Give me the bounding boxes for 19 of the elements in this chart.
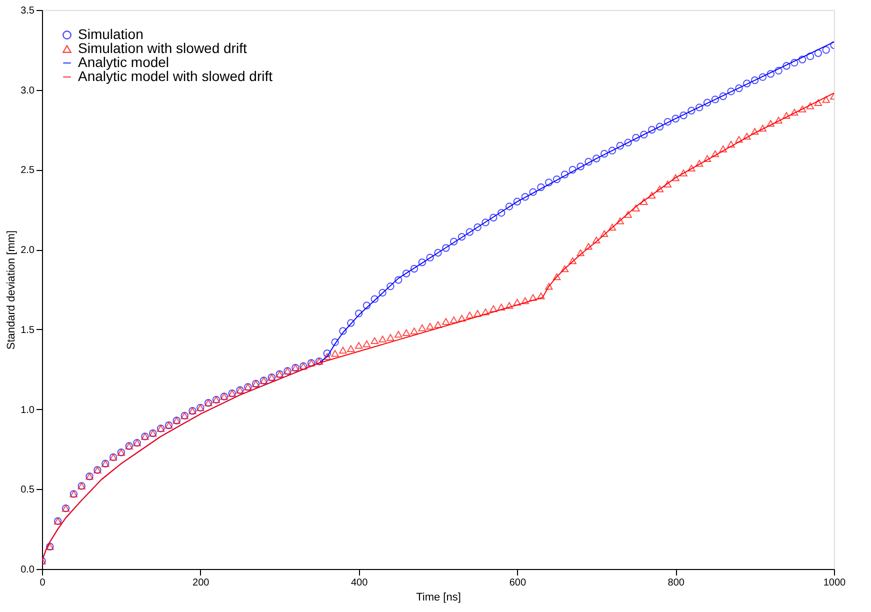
x-axis-title: Time [ns] [416,592,461,604]
x-tick-label: 800 [668,578,685,588]
x-tick-label: 600 [509,578,526,588]
y-tick-label: 2.5 [20,165,35,176]
y-tick-label: 1.0 [20,404,35,416]
x-tick-label: 400 [350,578,368,588]
y-tick-label: 3.5 [20,6,35,16]
y-tick-label: 0.5 [20,484,35,496]
x-tick-label: 1000 [823,578,846,588]
legend-label: Simulation [78,26,144,42]
x-tick-label: 200 [192,578,210,588]
legend-label: Simulation with slowed drift [78,40,247,56]
y-axis-title: Standard deviation [mm] [6,230,18,350]
y-tick-label: 2.0 [20,245,35,256]
y-tick-label: 3.0 [20,85,35,96]
legend-label: Analytic model [78,54,170,70]
y-tick-label: 1.5 [20,324,35,336]
y-tick-label: 0.0 [20,564,35,576]
x-tick-label: 0 [40,578,46,588]
